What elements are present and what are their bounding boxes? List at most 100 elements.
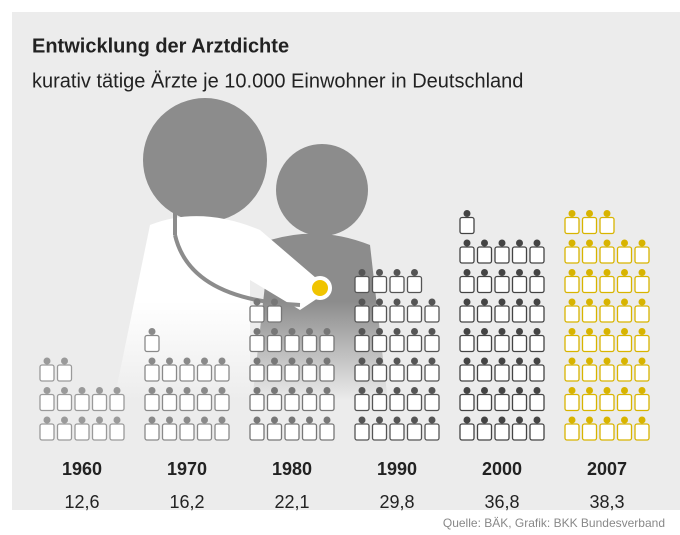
doctor-icon-head: [253, 357, 261, 365]
doctor-icon-body: [599, 246, 615, 264]
doctor-icon-body: [249, 305, 265, 323]
doctor-icon-head: [516, 269, 523, 276]
doctor-icon-head: [533, 328, 541, 335]
doctor-icon-body: [511, 423, 528, 441]
doctor-icon-head: [586, 298, 593, 306]
doctor-icon-head: [463, 328, 471, 335]
doctor-icon-body: [424, 393, 440, 412]
doctor-icon-body: [476, 423, 493, 441]
doctor-icon-body: [406, 305, 423, 323]
doctor-icon-head: [61, 357, 68, 365]
doctor-icon-body: [371, 364, 388, 382]
doctor-icon-body: [371, 334, 388, 353]
doctor-icon-head: [78, 387, 86, 394]
doctor-icon-body: [266, 305, 283, 323]
doctor-icon-body: [91, 393, 108, 412]
doctor-icon-body: [511, 275, 528, 294]
doctor-icon-head: [638, 416, 646, 424]
doctor-icon-head: [393, 298, 401, 306]
doctor-icon-body: [599, 423, 615, 441]
doctor-icon-head: [411, 357, 418, 365]
doctor-icon-head: [218, 416, 226, 424]
doctor-icon-head: [498, 298, 506, 306]
doctor-icon-head: [376, 416, 383, 424]
doctor-icon-body: [74, 393, 90, 412]
doctor-icon-head: [201, 387, 208, 394]
doctor-icon-body: [389, 423, 405, 441]
doctor-icon-body: [266, 364, 283, 382]
doctor-icon-head: [621, 239, 628, 247]
doctor-icon-head: [621, 269, 628, 276]
year-label: 1990: [377, 459, 417, 479]
doctor-icon-body: [581, 305, 598, 323]
doctor-icon-head: [638, 357, 646, 365]
doctor-icon-body: [109, 393, 125, 412]
doctor-icon-head: [568, 387, 576, 394]
doctor-icon-body: [249, 423, 265, 441]
year-label: 1960: [62, 459, 102, 479]
doctor-icon-body: [301, 364, 318, 382]
doctor-icon-body: [354, 305, 370, 323]
icon-column: [144, 328, 230, 441]
doctor-icon-head: [288, 357, 296, 365]
doctor-icon-body: [214, 393, 230, 412]
doctor-icon-head: [603, 298, 611, 306]
doctor-icon-head: [96, 387, 103, 394]
doctor-icon-head: [638, 328, 646, 335]
year-label: 2000: [482, 459, 522, 479]
doctor-icon-head: [603, 328, 611, 335]
doctor-icon-head: [61, 416, 68, 424]
doctor-icon-body: [564, 275, 580, 294]
doctor-icon-body: [599, 334, 615, 353]
doctor-icon-body: [564, 423, 580, 441]
doctor-icon-body: [249, 393, 265, 412]
doctor-icon-body: [529, 305, 545, 323]
doctor-icon-body: [284, 334, 300, 353]
doctor-icon-body: [389, 364, 405, 382]
doctor-icon-head: [481, 387, 488, 394]
doctor-icon-body: [161, 423, 178, 441]
doctor-icon-body: [214, 423, 230, 441]
year-label: 2007: [587, 459, 627, 479]
doctor-icon-body: [459, 305, 475, 323]
doctor-icon-head: [183, 387, 191, 394]
doctor-icon-body: [494, 305, 510, 323]
doctor-icon-body: [459, 246, 475, 264]
doctor-icon-head: [533, 298, 541, 306]
doctor-icon-body: [249, 334, 265, 353]
doctor-icon-body: [581, 246, 598, 264]
doctor-icon-head: [358, 269, 366, 276]
doctor-icon-body: [599, 393, 615, 412]
doctor-icon-head: [78, 416, 86, 424]
doctor-icon-body: [581, 216, 598, 235]
doctor-icon-body: [144, 393, 160, 412]
doctor-icon-head: [586, 269, 593, 276]
doctor-icon-head: [568, 298, 576, 306]
doctor-icon-head: [621, 387, 628, 394]
doctor-icon-body: [301, 334, 318, 353]
doctor-icon-head: [498, 328, 506, 335]
doctor-icon-body: [494, 246, 510, 264]
year-label: 1980: [272, 459, 312, 479]
doctor-icon-body: [459, 364, 475, 382]
doctor-icon-body: [581, 423, 598, 441]
doctor-icon-body: [511, 246, 528, 264]
doctor-icon-head: [323, 357, 331, 365]
doctor-icon-body: [424, 364, 440, 382]
icon-column: [249, 298, 335, 441]
doctor-icon-body: [406, 393, 423, 412]
doctor-icon-body: [581, 364, 598, 382]
doctor-icon-head: [463, 416, 471, 424]
doctor-icon-head: [586, 416, 593, 424]
doctor-icon-head: [568, 239, 576, 247]
doctor-icon-head: [463, 210, 471, 217]
doctor-icon-body: [39, 393, 55, 412]
doctor-icon-head: [603, 239, 611, 247]
doctor-icon-head: [638, 269, 646, 276]
doctor-icon-head: [621, 298, 628, 306]
doctor-icon-body: [301, 393, 318, 412]
doctor-icon-body: [511, 305, 528, 323]
doctor-icon-body: [511, 364, 528, 382]
doctor-icon-head: [166, 416, 173, 424]
